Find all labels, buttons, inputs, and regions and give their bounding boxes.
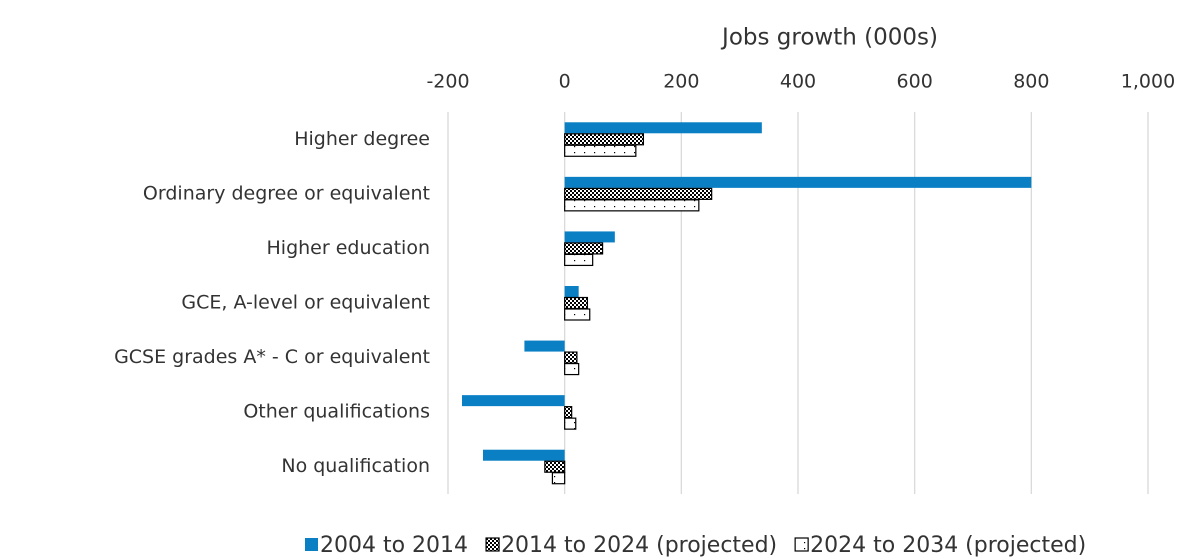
category-label: GCE, A-level or equivalent <box>181 292 430 314</box>
x-tick-label: 800 <box>1013 71 1049 93</box>
category-label: No qualification <box>281 455 430 477</box>
legend-swatch <box>305 538 318 551</box>
bar <box>564 406 573 419</box>
bar <box>564 351 578 364</box>
category-label: Higher education <box>267 237 431 259</box>
bar <box>564 417 577 430</box>
legend-label: 2014 to 2024 (projected) <box>501 533 777 557</box>
x-tick-label: -200 <box>426 71 469 93</box>
x-tick-label: 600 <box>897 71 933 93</box>
bar <box>564 176 1032 188</box>
bar <box>564 308 591 321</box>
bar <box>564 242 604 255</box>
x-tick-label: 1,000 <box>1121 71 1175 93</box>
legend-label: 2004 to 2014 <box>320 533 468 557</box>
bar <box>564 286 579 297</box>
bar <box>564 296 589 310</box>
legend-swatch <box>794 537 809 552</box>
bar <box>564 199 700 212</box>
category-label: Higher degree <box>294 128 430 150</box>
bar <box>551 472 566 485</box>
bar <box>564 231 615 243</box>
bar <box>564 144 637 157</box>
x-tick-label: 200 <box>663 71 699 93</box>
legend-swatch <box>485 537 500 552</box>
bar <box>564 362 580 376</box>
x-tick-label: 400 <box>780 71 816 93</box>
bar <box>462 395 565 407</box>
category-label: GCSE grades A* - C or equivalent <box>114 346 430 368</box>
bar <box>564 253 594 267</box>
bar <box>564 187 713 200</box>
bar <box>524 340 565 352</box>
bar <box>564 133 645 146</box>
bar <box>564 122 762 134</box>
legend-label: 2024 to 2034 (projected) <box>810 533 1086 557</box>
category-label: Other qualifications <box>243 401 430 423</box>
x-tick-label: 0 <box>559 71 571 93</box>
category-label: Ordinary degree or equivalent <box>143 182 430 204</box>
bar <box>544 460 566 473</box>
bar <box>483 449 565 461</box>
axis-title: Jobs growth (000s) <box>720 25 938 51</box>
